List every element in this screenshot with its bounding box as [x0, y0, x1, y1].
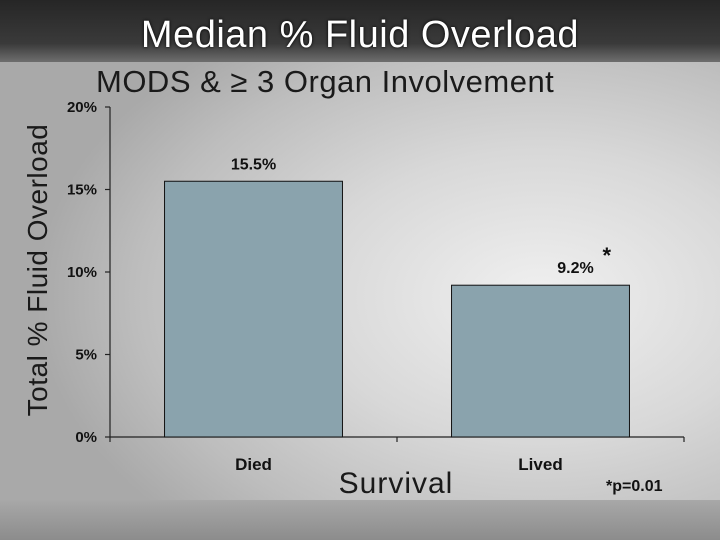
- data-label: 9.2%: [557, 260, 593, 277]
- significance-footnote: *p=0.01: [606, 478, 663, 495]
- x-axis-label: Survival: [338, 467, 454, 500]
- x-tick-label: Died: [235, 455, 272, 474]
- bottom-band: [0, 500, 720, 540]
- chart-subtitle: MODS & ≥ 3 Organ Involvement: [96, 64, 555, 99]
- y-tick-label: 10%: [67, 264, 97, 281]
- x-tick-label: Lived: [518, 455, 562, 474]
- y-tick-label: 15%: [67, 182, 97, 199]
- significance-asterisk: *: [603, 243, 612, 268]
- y-tick-label: 0%: [75, 429, 97, 446]
- slide-title: Median % Fluid Overload: [140, 14, 580, 56]
- y-tick-label: 20%: [67, 99, 97, 116]
- y-tick-label: 5%: [75, 347, 97, 364]
- bar-lived: [451, 284, 630, 438]
- bar-died: [164, 180, 343, 438]
- title-band: [0, 0, 720, 62]
- data-label: 15.5%: [231, 156, 276, 173]
